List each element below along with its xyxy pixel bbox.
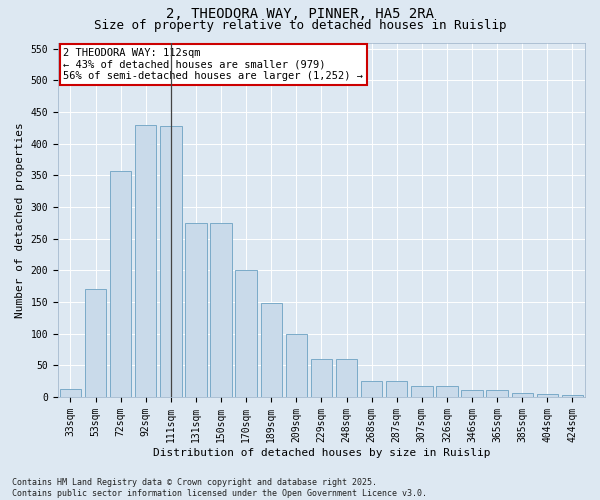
Text: Contains HM Land Registry data © Crown copyright and database right 2025.
Contai: Contains HM Land Registry data © Crown c… [12, 478, 427, 498]
Bar [562, 395, 583, 397]
Bar [160, 126, 182, 397]
Bar [60, 390, 81, 397]
Bar [311, 359, 332, 397]
Bar [260, 304, 282, 397]
Bar [85, 290, 106, 397]
Bar [286, 334, 307, 397]
Bar [211, 223, 232, 397]
Bar [411, 386, 433, 397]
Bar [512, 393, 533, 397]
Bar [235, 270, 257, 397]
Bar [461, 390, 483, 397]
Bar [386, 381, 407, 397]
Y-axis label: Number of detached properties: Number of detached properties [15, 122, 25, 318]
Bar [135, 125, 157, 397]
Bar [536, 394, 558, 397]
Text: Size of property relative to detached houses in Ruislip: Size of property relative to detached ho… [94, 19, 506, 32]
Bar [487, 390, 508, 397]
X-axis label: Distribution of detached houses by size in Ruislip: Distribution of detached houses by size … [153, 448, 490, 458]
Bar [436, 386, 458, 397]
Bar [110, 171, 131, 397]
Text: 2 THEODORA WAY: 112sqm
← 43% of detached houses are smaller (979)
56% of semi-de: 2 THEODORA WAY: 112sqm ← 43% of detached… [63, 48, 363, 81]
Bar [185, 223, 206, 397]
Bar [361, 381, 382, 397]
Text: 2, THEODORA WAY, PINNER, HA5 2RA: 2, THEODORA WAY, PINNER, HA5 2RA [166, 8, 434, 22]
Bar [336, 359, 357, 397]
